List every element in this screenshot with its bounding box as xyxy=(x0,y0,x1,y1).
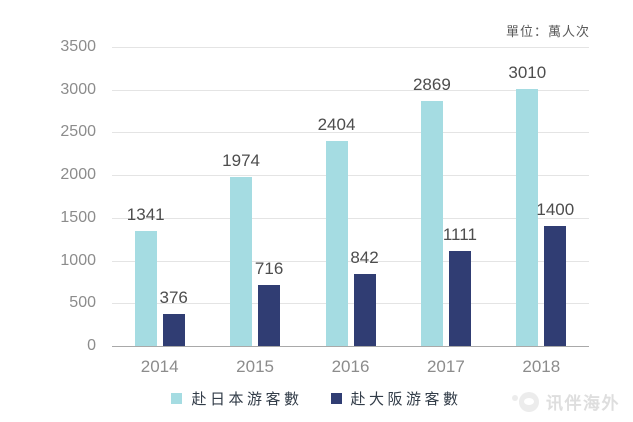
unit-note: 單位：萬人次 xyxy=(505,24,590,39)
y-tick-label: 1500 xyxy=(60,208,96,226)
gridline-1500 xyxy=(112,217,589,219)
bar-赴日本游客數-2017 xyxy=(420,100,443,346)
y-tick-label: 3000 xyxy=(60,80,96,98)
gridline-2000 xyxy=(112,175,589,177)
legend-label: 赴大阪游客數 xyxy=(350,391,462,408)
y-tick-label: 1000 xyxy=(60,251,96,269)
value-label: 1341 xyxy=(126,205,165,225)
x-tick-label: 2017 xyxy=(426,357,465,376)
y-tick-label: 2500 xyxy=(60,123,96,141)
bar-赴大阪游客數-2014 xyxy=(162,313,185,346)
bar-赴大阪游客數-2018 xyxy=(544,226,567,346)
bar-赴日本游客數-2018 xyxy=(516,88,539,346)
bar-赴日本游客數-2016 xyxy=(325,140,348,346)
x-tick-label: 2015 xyxy=(236,357,274,376)
x-tick-label: 2016 xyxy=(331,357,370,376)
gridline-3500 xyxy=(112,47,589,48)
value-label: 3010 xyxy=(508,62,547,82)
value-label: 716 xyxy=(254,258,284,278)
legend-label: 赴日本游客數 xyxy=(191,391,303,408)
value-label: 842 xyxy=(350,248,379,268)
y-tick-label: 3500 xyxy=(60,38,96,55)
legend-swatch-icon xyxy=(330,393,342,404)
value-label: 1974 xyxy=(222,151,260,171)
gridline-1000 xyxy=(112,260,589,262)
value-label: 2869 xyxy=(412,74,451,94)
y-tick-label: 0 xyxy=(87,337,96,354)
x-tick-label: 2018 xyxy=(522,357,561,376)
legend-item: 赴日本游客數 xyxy=(171,388,302,409)
legend-swatch-icon xyxy=(171,393,183,404)
value-label: 1111 xyxy=(442,225,477,245)
watermark-text: 讯伴海外 xyxy=(546,394,620,413)
y-tick-label: 500 xyxy=(69,294,96,312)
watermark: 讯伴海外 xyxy=(512,389,620,414)
bar-赴大阪游客數-2017 xyxy=(448,251,471,346)
x-tick-label: 2014 xyxy=(140,357,179,376)
legend-item: 赴大阪游客數 xyxy=(330,388,462,409)
gridline-500 xyxy=(112,303,589,305)
value-label: 1400 xyxy=(536,200,575,220)
bar-赴日本游客數-2015 xyxy=(230,177,253,346)
gridline-0 xyxy=(112,346,589,347)
gridline-2500 xyxy=(112,132,589,134)
plot-area: 1341 376 1974 716 2404 842 2869 1111 3010 1400 xyxy=(112,47,589,347)
value-label: 2404 xyxy=(317,114,356,134)
legend: 赴日本游客數 赴大阪游客數 xyxy=(0,388,633,409)
bar-赴大阪游客數-2016 xyxy=(353,274,376,346)
value-label: 376 xyxy=(159,287,188,307)
bar-赴大阪游客數-2015 xyxy=(258,284,281,346)
watermark-logo-icon xyxy=(512,391,539,412)
y-tick-label: 2000 xyxy=(60,166,96,184)
bar-赴日本游客數-2014 xyxy=(134,231,157,346)
gridline-3000 xyxy=(112,89,589,91)
